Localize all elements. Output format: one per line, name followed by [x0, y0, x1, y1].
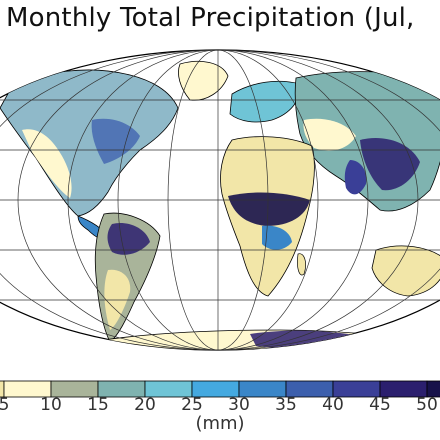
na-west-dry — [22, 129, 72, 198]
colorbar — [0, 380, 440, 398]
asia-central-dry — [303, 118, 356, 151]
asia-india-wet — [344, 160, 367, 195]
colorbar-tick-label: 30 — [228, 395, 250, 415]
colorbar-tick-label: 45 — [369, 395, 391, 415]
colorbar-tick-label: 10 — [40, 395, 62, 415]
landmass-europe — [229, 80, 301, 123]
africa-sahel-wet — [228, 192, 310, 226]
map-title: Monthly Total Precipitation (Jul, — [6, 3, 415, 33]
colorbar-tick-label: 35 — [275, 395, 297, 415]
colorbar-tick-label: 50 — [416, 395, 438, 415]
colorbar-tick-label: 5 — [0, 395, 10, 415]
colorbar-tick-label: 40 — [322, 395, 344, 415]
landmass-madagascar — [297, 253, 306, 276]
asia-south-monsoon — [360, 138, 420, 191]
colorbar-bin — [426, 380, 440, 398]
africa-central-wet — [262, 225, 292, 250]
colorbar-tick-label: 15 — [87, 395, 109, 415]
graticule — [0, 50, 440, 350]
colorbar-ticks: 5 10 15 20 25 30 35 40 45 50 — [0, 395, 440, 415]
colorbar-units: (mm) — [195, 413, 245, 434]
colorbar-tick-label: 20 — [134, 395, 156, 415]
sa-amazon-wet — [107, 222, 150, 255]
landmass-north-america — [0, 69, 179, 217]
landmass-greenland — [178, 60, 229, 101]
landmass-australia — [371, 245, 440, 297]
na-east-wet — [91, 118, 140, 164]
precipitation-map — [0, 49, 440, 351]
colorbar-tick-label: 25 — [181, 395, 203, 415]
